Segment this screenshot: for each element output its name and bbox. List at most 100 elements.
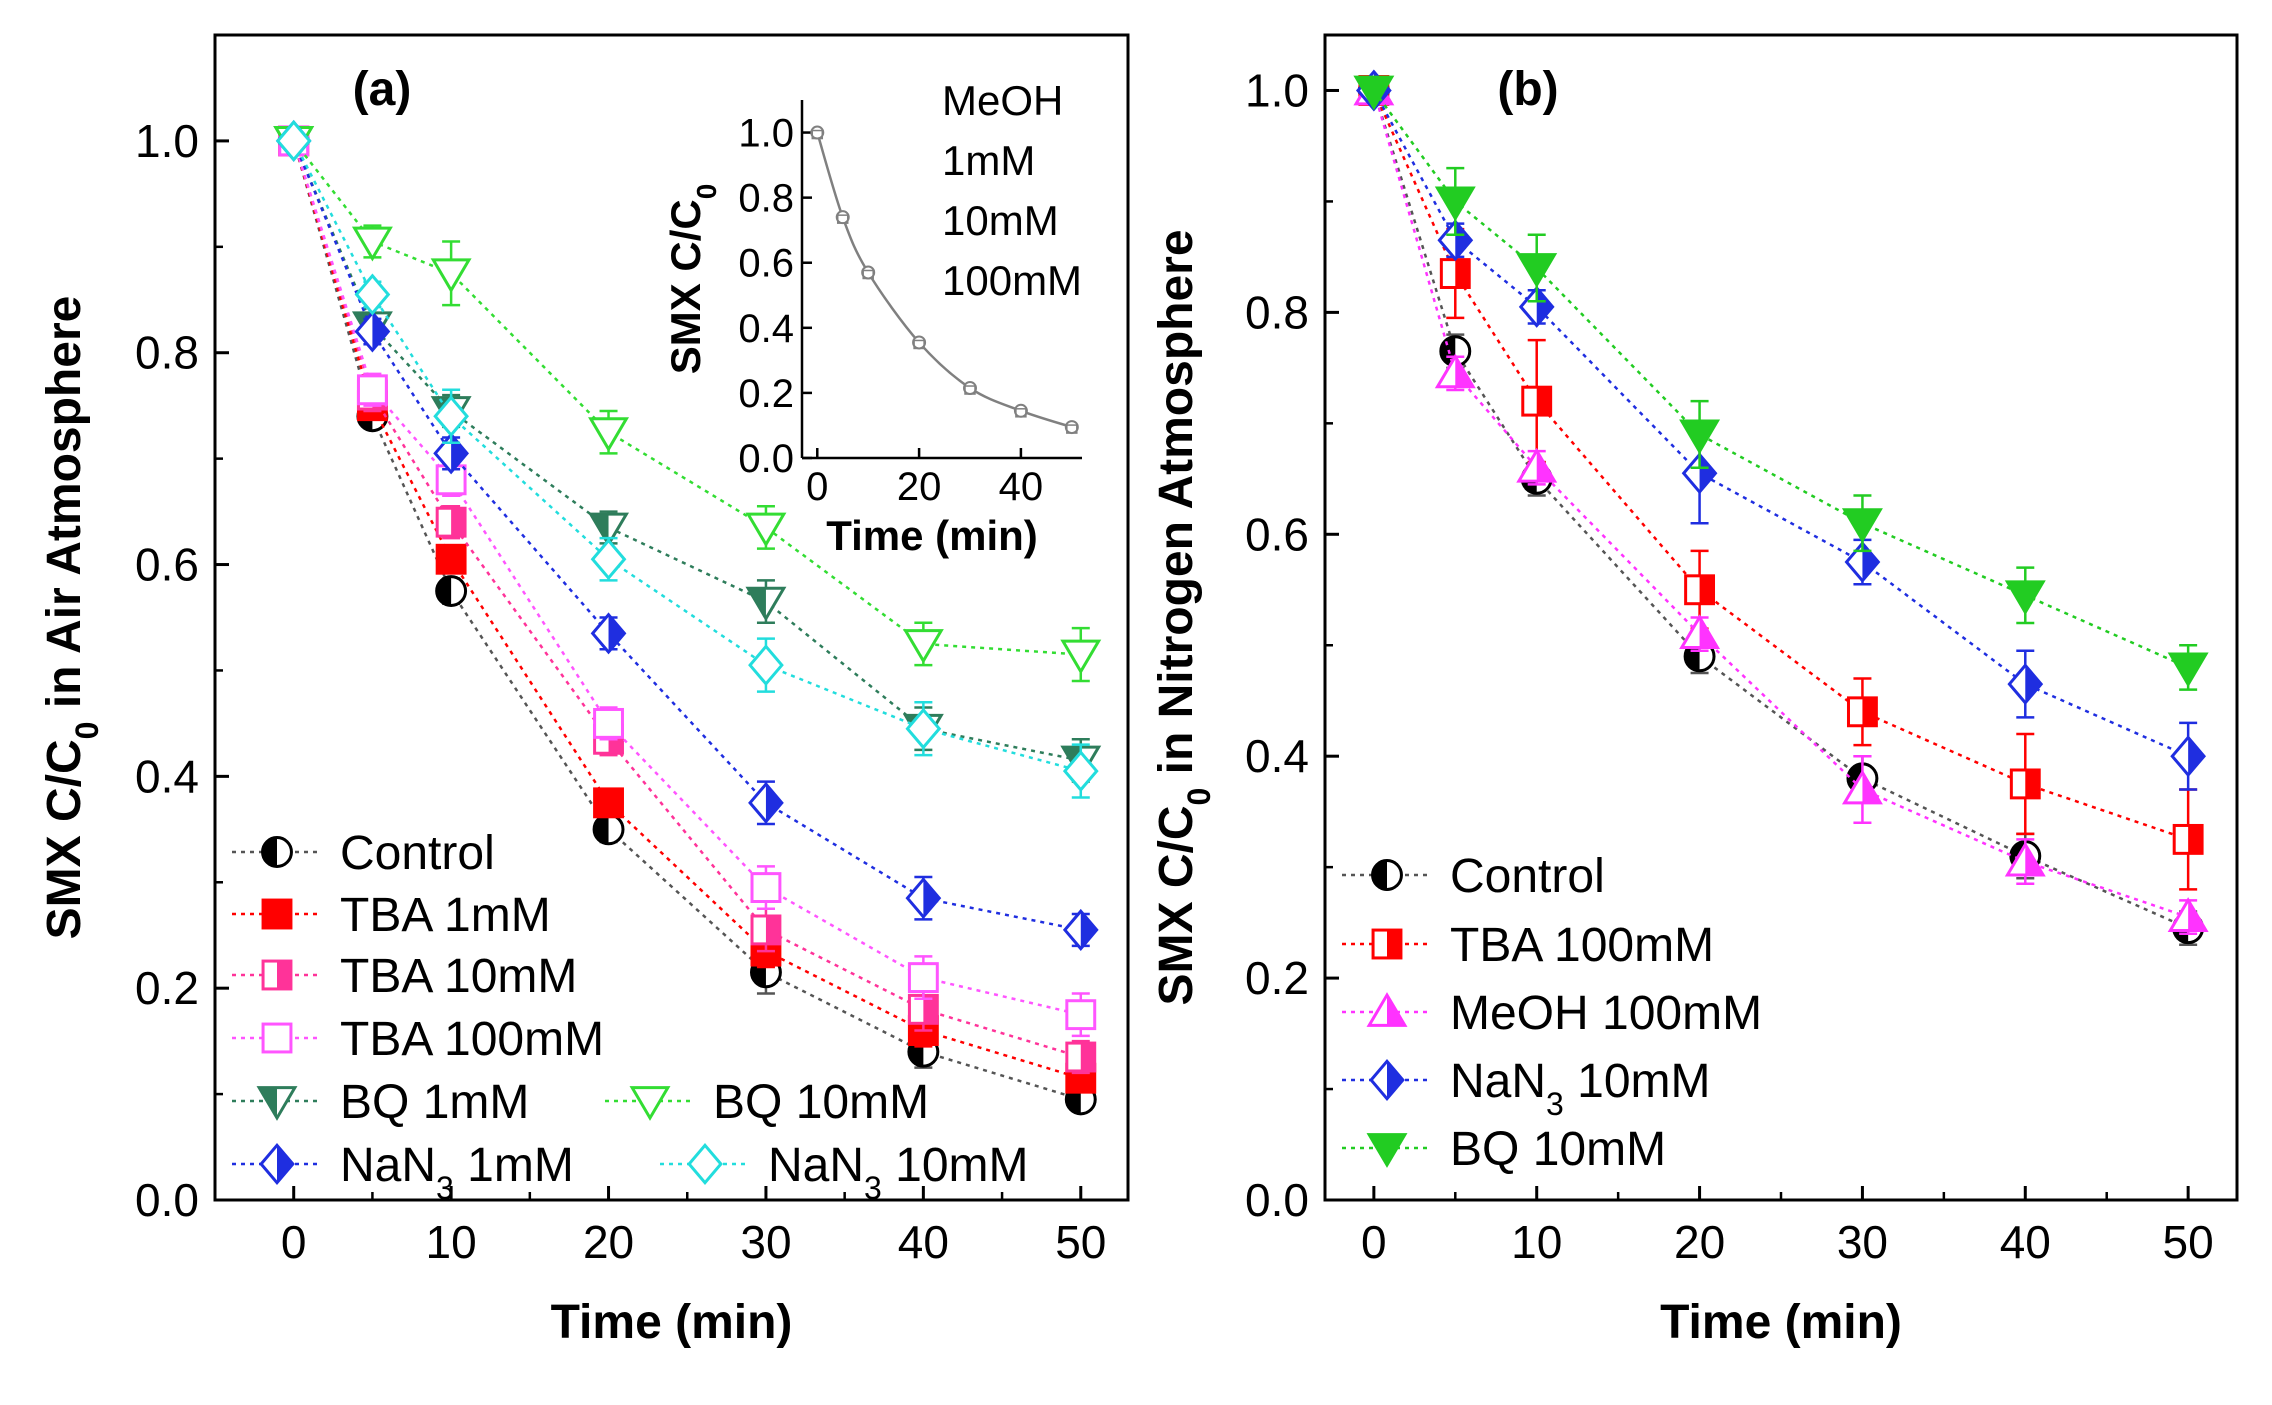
legend-marker (1373, 861, 1402, 890)
data-point (1067, 1043, 1095, 1071)
legend-item: TBA 100mM (1342, 919, 1714, 972)
y-tick-label: 0.2 (135, 962, 199, 1014)
legend-item: TBA 100mM (232, 1013, 604, 1066)
legend-item: MeOH 100mM (1342, 987, 1762, 1040)
legend-label: TBA 100mM (340, 1013, 604, 1066)
inset-point (964, 382, 976, 394)
x-axis: 0 10 20 30 40 50 (1361, 1186, 2214, 1268)
data-point (1686, 576, 1714, 604)
y-tick-label: 0.6 (135, 539, 199, 591)
data-point (437, 577, 466, 606)
legend-item: BQ 1mM (232, 1076, 529, 1129)
x-tick-label: 10 (1511, 1216, 1562, 1268)
data-point (595, 709, 623, 737)
x-axis-title: Time (min) (551, 1296, 793, 1349)
inset-y-tick-label: 0.2 (738, 372, 794, 416)
legend-label: Control (1450, 850, 1605, 903)
data-point (752, 916, 780, 944)
inset-point (1066, 421, 1078, 433)
data-point (355, 228, 391, 258)
legend-label: Control (340, 827, 495, 880)
inset-y-tick-label: 0.6 (738, 242, 794, 286)
legend-marker (263, 838, 292, 867)
inset-y-tick-label: 0.4 (738, 307, 794, 351)
data-point (1067, 1001, 1095, 1029)
data-point (748, 588, 784, 618)
legend-marker (263, 900, 291, 928)
legend-item: NaN3 10mM (1342, 1055, 1711, 1122)
legend-label: NaN3 10mM (768, 1139, 1029, 1206)
inset-x-tick-label: 40 (999, 465, 1044, 509)
data-point (907, 879, 939, 916)
data-point (1682, 617, 1718, 647)
data-point (909, 964, 937, 992)
chart-canvas: 0 10 20 30 40 50 0.0 0.2 0.4 0.6 0.8 1.0 Time (min) S… (0, 0, 2272, 1400)
x-tick-label: 0 (1361, 1216, 1387, 1268)
data-point (437, 545, 465, 573)
series-group (1356, 72, 2206, 945)
legend-label: NaN3 1mM (340, 1139, 574, 1206)
legend-marker (1371, 1061, 1403, 1098)
data-point (1437, 188, 1473, 218)
y-tick-label: 0.2 (1245, 952, 1309, 1004)
data-point (2009, 665, 2041, 702)
y-axis-title: SMX C/C0 in Air Atmosphere (38, 296, 105, 940)
y-tick-label: 0.0 (135, 1174, 199, 1226)
legend-label: BQ 1mM (340, 1076, 529, 1129)
legend-marker (632, 1088, 668, 1118)
data-point (752, 874, 780, 902)
data-point (357, 276, 389, 313)
inset-point (1015, 405, 1027, 417)
inset-x-tick-label: 20 (897, 465, 942, 509)
series-line (1374, 90, 2188, 756)
inset-chart: 0 20 40 0.0 0.2 0.4 0.6 0.8 1.0 Time (min) SMX C/C… (662, 77, 1082, 559)
series-bq-10mm (1356, 77, 2206, 690)
data-point (2170, 900, 2206, 930)
data-point (358, 376, 386, 404)
series-line (1374, 90, 2188, 839)
data-point (2170, 654, 2206, 684)
y-tick-label: 0.0 (1245, 1174, 1309, 1226)
x-tick-label: 30 (740, 1216, 791, 1268)
series-control (1359, 76, 2202, 945)
data-point (1845, 510, 1881, 540)
x-tick-label: 40 (2000, 1216, 2051, 1268)
legend-label: BQ 10mM (713, 1076, 929, 1129)
data-point (437, 508, 465, 536)
panel-label: (a) (353, 63, 412, 116)
y-tick-label: 0.8 (135, 327, 199, 379)
data-point (593, 541, 625, 578)
x-tick-label: 50 (1055, 1216, 1106, 1268)
inset-point (811, 127, 823, 139)
data-point (595, 789, 623, 817)
data-point (748, 514, 784, 544)
x-tick-label: 20 (583, 1216, 634, 1268)
legend-label: MeOH 100mM (1450, 987, 1762, 1040)
y-tick-label: 1.0 (1245, 64, 1309, 116)
legend-marker (1369, 995, 1405, 1025)
series-meoh-100mm (1356, 74, 2206, 934)
data-point (594, 815, 623, 844)
data-point (2174, 825, 2202, 853)
data-point (1441, 260, 1469, 288)
chart-panel-b: 0 10 20 30 40 500.00.20.40.60.81.0Time (min)S… (1150, 35, 2237, 1349)
data-point (591, 419, 627, 449)
data-point (750, 646, 782, 683)
data-point (1682, 421, 1718, 451)
data-point (593, 615, 625, 652)
series-tba-100mm (1360, 77, 2202, 890)
data-point (2011, 770, 2039, 798)
legend-item: TBA 1mM (232, 889, 551, 942)
series-line (1374, 90, 2188, 917)
legend-marker (1373, 930, 1401, 958)
series-line (1374, 90, 2188, 667)
legend-label: TBA 1mM (340, 889, 551, 942)
legend-item: Control (1342, 850, 1605, 903)
x-axis: 0 10 20 30 40 50 (281, 1186, 1106, 1268)
inset-legend-line: 100mM (942, 257, 1082, 304)
legend-item: BQ 10mM (1342, 1123, 1666, 1176)
data-point (2007, 582, 2043, 612)
figure: 0 10 20 30 40 50 0.0 0.2 0.4 0.6 0.8 1.0 Time (min) S… (0, 0, 2272, 1400)
inset-y-tick-label: 0.0 (738, 437, 794, 481)
